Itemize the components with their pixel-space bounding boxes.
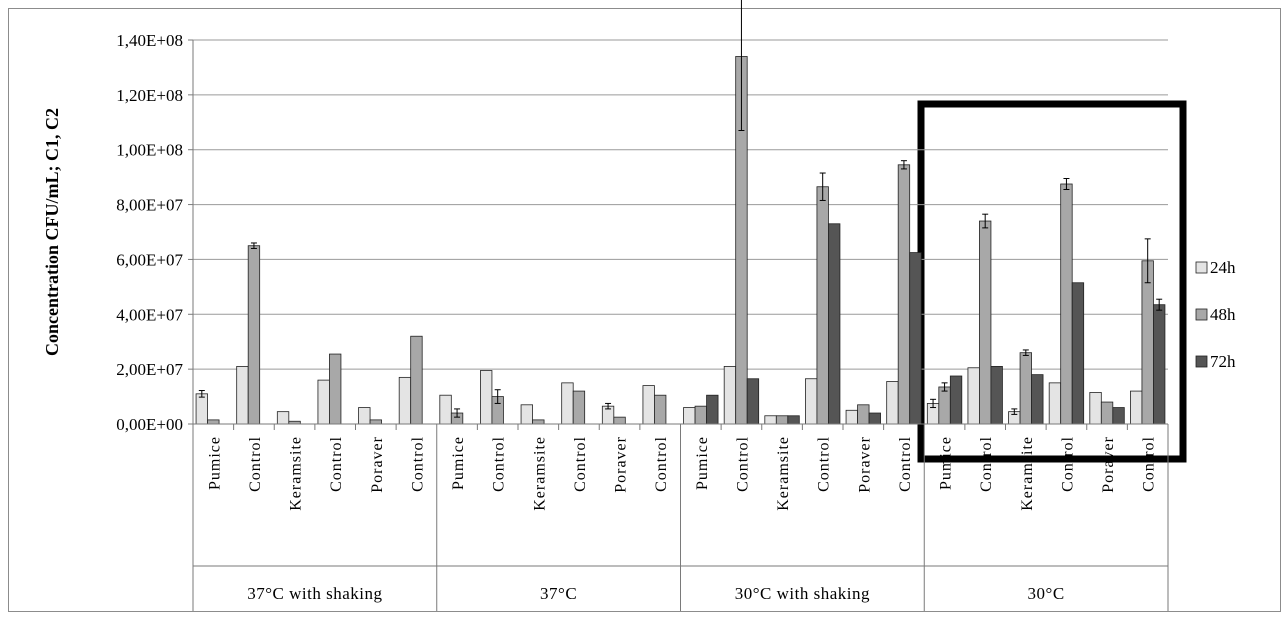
bar-24h	[887, 381, 899, 424]
y-tick-label: 1,00E+08	[116, 141, 183, 160]
category-label: Poraver	[856, 436, 873, 493]
bar-72h	[707, 395, 719, 424]
bar-24h	[684, 408, 696, 424]
category-label: Pumice	[206, 436, 223, 490]
bar-72h	[1113, 408, 1125, 424]
legend-label: 72h	[1210, 352, 1236, 371]
bar-48h	[776, 416, 788, 424]
y-tick-label: 8,00E+07	[116, 196, 183, 215]
bar-48h	[1101, 402, 1113, 424]
category-label: Control	[572, 436, 589, 492]
bar-48h	[614, 417, 626, 424]
bar-24h	[237, 366, 249, 424]
legend-swatch-48h	[1196, 309, 1207, 320]
bar-48h	[1020, 353, 1032, 424]
category-label: Pumice	[694, 436, 711, 490]
bar-48h	[1142, 261, 1154, 424]
category-label: Poraver	[369, 436, 386, 493]
bar-48h	[411, 336, 423, 424]
legend-label: 24h	[1210, 258, 1236, 277]
bar-48h	[533, 420, 545, 424]
category-label: Poraver	[1100, 436, 1117, 493]
bar-48h	[370, 420, 382, 424]
bar-24h	[765, 416, 777, 424]
bar-72h	[828, 224, 840, 424]
bar-48h	[329, 354, 341, 424]
bar-48h	[858, 405, 870, 424]
bar-24h	[277, 412, 289, 424]
bar-48h	[898, 165, 910, 424]
bar-24h	[359, 408, 371, 424]
category-label: Pumice	[450, 436, 467, 490]
bar-72h	[910, 253, 922, 424]
bar-24h	[480, 371, 492, 424]
category-label: Control	[328, 436, 345, 492]
legend-swatch-72h	[1196, 356, 1207, 367]
bar-48h	[979, 221, 991, 424]
bar-72h	[869, 413, 881, 424]
chart-border	[9, 9, 1281, 612]
bar-24h	[562, 383, 574, 424]
bar-72h	[747, 379, 759, 424]
category-label: Control	[978, 436, 995, 492]
category-label: Control	[816, 436, 833, 492]
bar-48h	[248, 246, 260, 424]
legend-swatch-24h	[1196, 262, 1207, 273]
bar-48h	[654, 395, 666, 424]
group-label: 30°C with shaking	[735, 584, 870, 603]
y-tick-label: 1,20E+08	[116, 86, 183, 105]
bar-48h	[1061, 184, 1073, 424]
category-label: Keramsite	[531, 436, 548, 511]
bar-72h	[1153, 305, 1165, 424]
bar-24h	[440, 395, 452, 424]
category-label: Keramsite	[775, 436, 792, 511]
bar-48h	[939, 387, 951, 424]
y-tick-label: 4,00E+07	[116, 305, 183, 324]
bar-24h	[968, 368, 980, 424]
category-label: Control	[734, 436, 751, 492]
bar-72h	[788, 416, 800, 424]
group-label: 30°C	[1028, 584, 1065, 603]
category-label: Pumice	[938, 436, 955, 490]
y-tick-label: 2,00E+07	[116, 360, 183, 379]
y-axis-title: Concentration CFU/mL; C1, C2	[42, 108, 62, 356]
category-label: Keramsite	[288, 436, 305, 511]
y-tick-label: 0,00E+00	[116, 415, 183, 434]
bar-24h	[805, 379, 817, 424]
bar-72h	[1032, 375, 1044, 424]
bar-72h	[950, 376, 962, 424]
category-label: Control	[1141, 436, 1158, 492]
bar-72h	[991, 366, 1003, 424]
bar-72h	[1072, 283, 1084, 424]
group-label: 37°C	[540, 584, 577, 603]
category-label: Control	[247, 436, 264, 492]
category-label: Control	[491, 436, 508, 492]
group-label: 37°C with shaking	[247, 584, 382, 603]
category-label: Keramsite	[1019, 436, 1036, 511]
bar-24h	[399, 377, 411, 424]
category-label: Control	[653, 436, 670, 492]
category-label: Control	[409, 436, 426, 492]
bar-24h	[846, 410, 858, 424]
bar-24h	[643, 386, 655, 424]
bar-24h	[196, 394, 208, 424]
bar-24h	[318, 380, 330, 424]
category-label: Control	[897, 436, 914, 492]
bar-48h	[573, 391, 585, 424]
bar-24h	[724, 366, 736, 424]
bar-24h	[521, 405, 533, 424]
y-tick-label: 6,00E+07	[116, 250, 183, 269]
legend-label: 48h	[1210, 305, 1236, 324]
bar-48h	[695, 406, 707, 424]
y-tick-label: 1,40E+08	[116, 31, 183, 50]
bar-24h	[1130, 391, 1142, 424]
bar-48h	[817, 187, 829, 424]
bar-24h	[1049, 383, 1061, 424]
category-label: Poraver	[613, 436, 630, 493]
bar-48h	[208, 420, 220, 424]
bar-24h	[1090, 392, 1102, 424]
category-label: Control	[1059, 436, 1076, 492]
